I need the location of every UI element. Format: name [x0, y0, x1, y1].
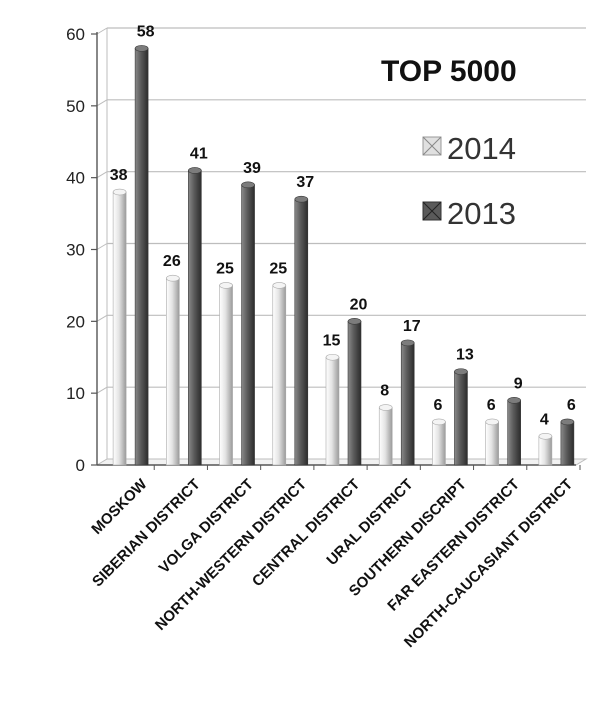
legend-swatch-bevel [422, 136, 442, 156]
legend-item-2013: 2013 [422, 196, 516, 231]
bar-top-2013 [454, 368, 468, 375]
legend-item-2014: 2014 [422, 131, 516, 166]
y-tick-label: 30 [66, 241, 85, 260]
bar-top-2014 [485, 418, 499, 426]
bar-top-2014 [166, 274, 180, 282]
bar-2014 [538, 435, 553, 466]
data-label-2013: 58 [137, 23, 155, 40]
data-label-2014: 4 [540, 411, 549, 428]
bar-2013 [507, 400, 521, 466]
bar-2013 [454, 371, 468, 466]
data-label-2014: 26 [163, 253, 181, 270]
bar-2014 [219, 285, 233, 466]
data-label-2014: 6 [433, 397, 442, 414]
data-label-2013: 41 [190, 145, 208, 162]
data-label-2014: 38 [110, 167, 128, 184]
bar-2014 [378, 407, 393, 466]
legend: 2014 2013 [422, 131, 516, 231]
data-label-2014: 8 [380, 383, 389, 400]
legend-swatch-bevel [422, 201, 442, 221]
gridline-slant [96, 243, 108, 250]
bar-2014 [166, 277, 180, 466]
bar-2014 [272, 285, 287, 466]
data-label-2014: 25 [269, 260, 287, 277]
gridline-slant [96, 99, 108, 107]
legend-label: 2013 [447, 196, 516, 231]
y-tick-label: 40 [66, 169, 85, 188]
gridline-slant [96, 314, 108, 322]
data-label-2013: 9 [514, 375, 523, 392]
data-label-2014: 6 [487, 397, 496, 414]
bar-top-2013 [507, 397, 521, 404]
bar-top-2013 [400, 339, 415, 347]
y-tick-label: 20 [66, 312, 85, 331]
chart-title: TOP 5000 [381, 55, 517, 88]
bar-2013 [347, 321, 362, 466]
y-tick-label: 0 [76, 456, 85, 475]
bar-top-2014 [112, 188, 127, 196]
bar-top-2013 [134, 45, 149, 52]
bar-2014 [432, 421, 446, 466]
bar-2013 [134, 48, 149, 466]
bar-top-2014 [219, 282, 233, 289]
bar-top-2013 [241, 181, 255, 189]
gridline-slant [96, 171, 108, 179]
data-label-2013: 20 [350, 296, 368, 313]
bar-top-2014 [325, 353, 340, 361]
bar-2013 [560, 421, 575, 466]
data-label-2013: 39 [243, 160, 261, 177]
y-axis-ticks: 0 10 20 30 40 50 60 [66, 25, 97, 475]
data-label-2013: 17 [403, 318, 421, 335]
data-label-2013: 13 [456, 347, 474, 364]
bar-top-2013 [294, 195, 309, 203]
bar-top-2013 [188, 167, 202, 174]
data-label-2013: 37 [296, 174, 314, 191]
bar-2013 [294, 198, 309, 466]
gridline-slant [96, 27, 108, 35]
bar-2014 [325, 356, 340, 466]
y-tick-label: 10 [66, 384, 85, 403]
y-tick-label: 60 [66, 25, 85, 44]
y-tick-label: 50 [66, 97, 85, 116]
data-labels: 38 58 26 41 25 39 25 37 15 20 8 17 6 13 6 9 4 6 [110, 23, 576, 428]
bar-2013 [241, 184, 255, 466]
bar-top-2013 [347, 318, 362, 325]
bar-top-2014 [378, 404, 393, 411]
bars [112, 45, 575, 466]
bar-2014 [112, 191, 127, 466]
bar-top-2014 [538, 432, 553, 440]
bar-top-2013 [560, 418, 575, 426]
data-label-2013: 6 [567, 397, 576, 414]
data-label-2014: 15 [323, 332, 341, 349]
bar-2013 [188, 170, 202, 466]
gridline-slant [96, 386, 108, 394]
data-label-2014: 25 [216, 260, 234, 277]
bar-2014 [485, 421, 499, 466]
x-category-label: VOLGA DISTRICT [156, 476, 257, 577]
gridlines [96, 27, 586, 394]
bar-2013 [400, 342, 415, 466]
bar-top-2014 [432, 418, 446, 426]
legend-label: 2014 [447, 131, 516, 166]
bar-top-2014 [272, 282, 287, 289]
